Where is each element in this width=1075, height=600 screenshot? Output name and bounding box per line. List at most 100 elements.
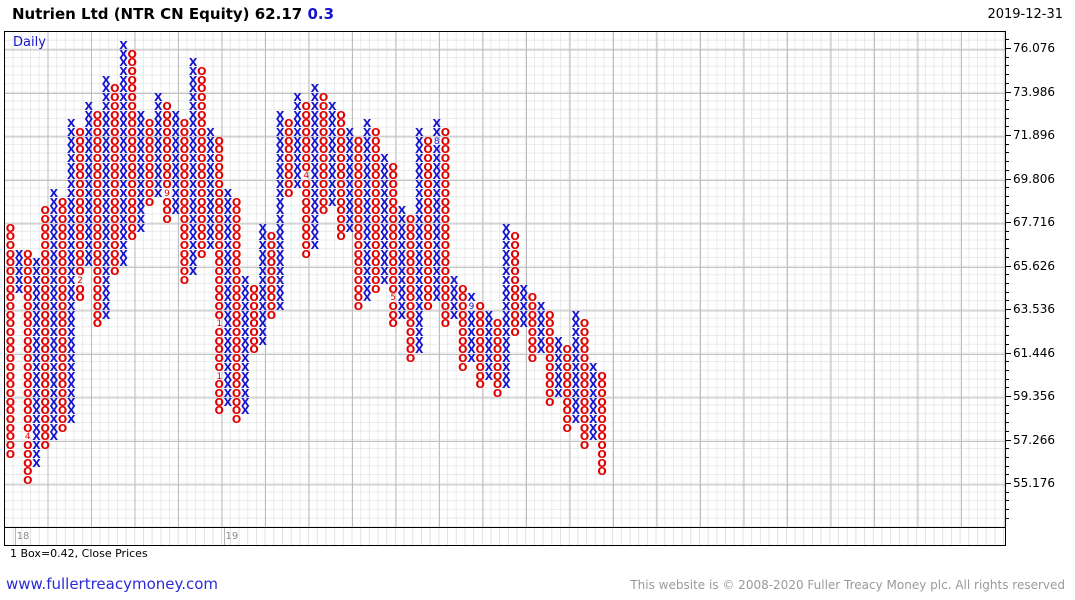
pnf-x-mark: X: [380, 230, 389, 244]
price-axis-minor-tick: [1006, 387, 1009, 388]
pnf-o-mark: O: [23, 421, 33, 435]
pnf-x-mark: X: [380, 169, 389, 183]
pnf-o-mark: O: [162, 152, 172, 165]
price-axis-minor-tick: [1006, 318, 1009, 319]
pnf-o-mark: O: [527, 334, 538, 348]
pnf-x-mark: X: [154, 99, 163, 113]
pnf-o-mark: O: [197, 108, 207, 122]
pnf-x-mark: X: [328, 134, 337, 148]
pnf-x-mark: X: [362, 169, 372, 183]
pnf-o-mark: O: [249, 343, 259, 357]
pnf-x-mark: X: [397, 273, 407, 287]
pnf-x-mark: X: [502, 282, 511, 296]
pnf-x-mark: X: [293, 108, 302, 122]
pnf-x-mark: X: [49, 212, 59, 226]
pnf-o-mark: O: [458, 308, 468, 322]
pnf-x-mark: X: [32, 421, 41, 435]
price-axis-label: 71.896: [1013, 128, 1055, 142]
pnf-x-mark: X: [32, 282, 41, 296]
pnf-o-mark: O: [266, 299, 277, 313]
pnf-x-mark: X: [49, 378, 59, 392]
pnf-x-mark: X: [241, 299, 250, 313]
pnf-o-mark: O: [179, 212, 190, 226]
pnf-o-mark: O: [214, 152, 224, 165]
pnf-x-mark: X: [171, 178, 180, 192]
pnf-o-mark: O: [579, 395, 590, 409]
pnf-o-mark: O: [231, 195, 242, 209]
pnf-x-mark: X: [14, 247, 24, 261]
pnf-o-mark: O: [214, 204, 224, 218]
pnf-x-mark: X: [345, 125, 354, 139]
pnf-o-mark: O: [388, 299, 398, 313]
pnf-o-mark: O: [144, 195, 155, 209]
pnf-o-mark: O: [110, 99, 120, 113]
price-axis-minor-tick: [1006, 144, 1009, 145]
site-link[interactable]: www.fullertreacymoney.com: [6, 575, 219, 593]
pnf-x-mark: X: [49, 326, 59, 339]
pnf-x-mark: X: [328, 178, 337, 192]
pnf-o-mark: O: [92, 204, 103, 218]
pnf-x-mark: X: [101, 247, 111, 261]
pnf-o-mark: O: [301, 152, 311, 165]
pnf-o-mark: O: [231, 404, 242, 418]
pnf-o-mark: O: [301, 178, 311, 192]
pnf-o-mark: O: [353, 291, 364, 305]
pnf-o-mark: O: [440, 169, 451, 183]
pnf-x-mark: X: [328, 117, 337, 131]
pnf-x-mark: X: [32, 413, 41, 426]
pnf-x-mark: X: [397, 221, 407, 235]
price-axis: 76.076 73.986 71.896 69.806 67.716 65.626 63.5…: [1006, 31, 1075, 528]
pnf-o-mark: O: [423, 282, 433, 296]
pnf-x-mark: X: [171, 152, 180, 165]
pnf-o-mark: O: [597, 439, 607, 453]
pnf-o-mark: O: [231, 291, 242, 305]
price-axis-label: 63.536: [1013, 302, 1055, 316]
pnf-o-mark: O: [23, 256, 33, 270]
pnf-x-mark: X: [136, 125, 146, 139]
pnf-o-mark: O: [57, 343, 68, 357]
price-axis-tick: [1006, 309, 1011, 310]
pnf-x-mark: X: [188, 134, 198, 148]
pnf-o-mark: O: [5, 421, 16, 435]
pnf-o-mark: O: [336, 178, 346, 192]
time-axis-label: 19: [225, 531, 239, 542]
pnf-x-mark: X: [188, 195, 198, 209]
pnf-x-mark: X: [188, 160, 198, 174]
pnf-o-mark: O: [110, 212, 120, 226]
pnf-x-mark: X: [101, 212, 111, 226]
pnf-o-mark: O: [214, 291, 224, 305]
pnf-x-mark: X: [188, 169, 198, 183]
pnf-o-mark: O: [127, 160, 137, 174]
price-axis-tick: [1006, 91, 1011, 93]
pnf-x-mark: X: [188, 82, 198, 96]
pnf-x-mark: X: [380, 239, 389, 252]
pnf-o-mark: O: [527, 352, 538, 366]
pnf-o-mark: O: [510, 282, 520, 296]
pnf-o-mark: O: [562, 404, 572, 418]
pnf-x-mark: X: [432, 143, 441, 157]
price-axis-minor-tick: [1006, 492, 1009, 493]
pnf-o-mark: O: [144, 169, 155, 183]
pnf-x-mark: X: [119, 178, 128, 192]
pnf-x-mark: X: [275, 247, 285, 261]
pnf-o-mark: O: [371, 230, 381, 244]
pnf-x-mark: X: [67, 117, 76, 131]
pnf-o-mark: O: [405, 343, 416, 357]
pnf-o-mark: O: [597, 430, 607, 444]
price-axis-minor-tick: [1006, 196, 1009, 197]
pnf-o-mark: O: [371, 195, 381, 209]
pnf-x-mark: X: [84, 125, 93, 139]
price-axis-minor-tick: [1006, 422, 1009, 423]
pnf-month-marker: 5: [390, 293, 397, 304]
pnf-x-mark: X: [84, 169, 93, 183]
pnf-x-mark: X: [275, 108, 285, 122]
pnf-o-mark: O: [75, 239, 85, 252]
pnf-o-mark: O: [231, 352, 242, 366]
pnf-o-mark: O: [179, 239, 190, 252]
pnf-x-mark: X: [67, 195, 76, 209]
pnf-o-mark: O: [57, 404, 68, 418]
pnf-x-mark: X: [275, 282, 285, 296]
pnf-x-mark: X: [49, 265, 59, 279]
pnf-o-mark: O: [23, 465, 33, 479]
